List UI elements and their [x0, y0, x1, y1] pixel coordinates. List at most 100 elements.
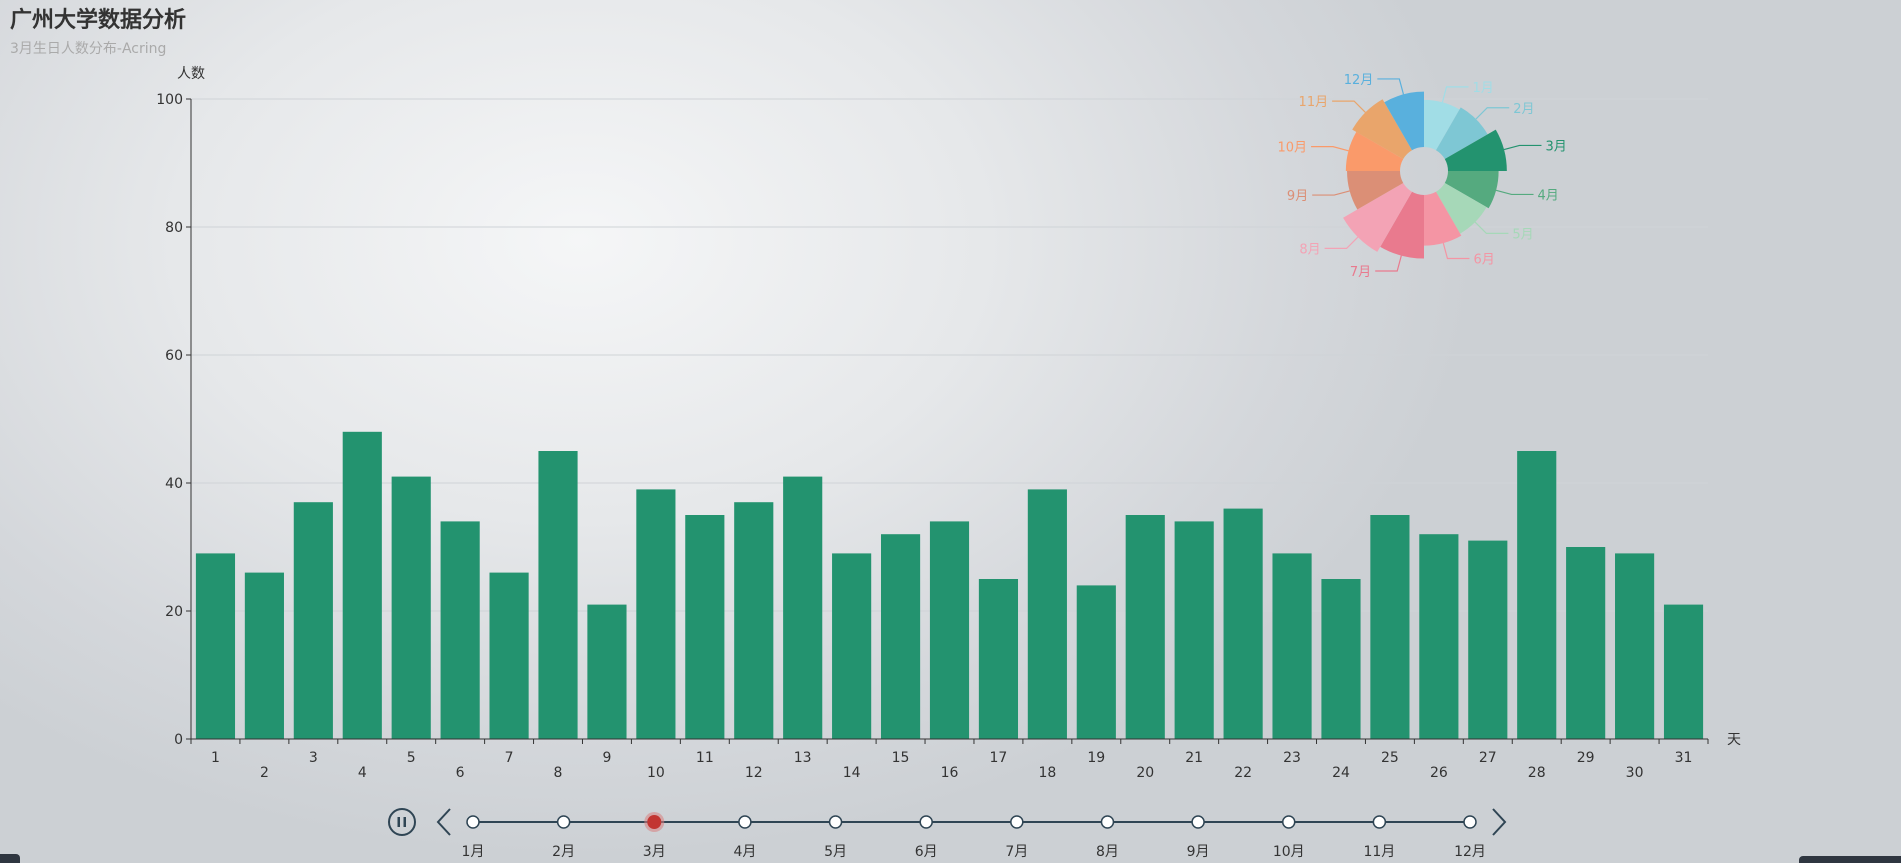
rose-slice[interactable] [1424, 191, 1462, 246]
bar[interactable] [587, 604, 627, 739]
timeline-node[interactable] [1010, 815, 1024, 829]
bar[interactable] [1272, 553, 1312, 739]
bar[interactable] [391, 476, 431, 739]
chevron-left-icon[interactable] [436, 808, 451, 836]
bar[interactable] [1223, 508, 1263, 739]
chart-subtitle: 3月生日人数分布-Acring [10, 41, 167, 57]
timeline-node[interactable] [466, 815, 480, 829]
timeline-label: 1月 [462, 844, 485, 860]
timeline-node[interactable] [1281, 815, 1296, 829]
bar[interactable] [244, 572, 284, 739]
bar[interactable] [342, 431, 382, 739]
timeline-node-active[interactable] [647, 815, 662, 829]
bar[interactable] [1076, 585, 1116, 739]
x-tick-label: 14 [843, 765, 861, 781]
timeline-label: 8月 [1096, 844, 1119, 860]
x-tick-label: 20 [1136, 765, 1154, 781]
bar[interactable] [1566, 547, 1606, 739]
x-tick-label: 29 [1577, 750, 1595, 766]
timeline-label: 3月 [643, 844, 666, 860]
bar[interactable] [1321, 579, 1361, 739]
x-tick-label: 9 [602, 750, 611, 766]
bar[interactable] [1615, 553, 1655, 739]
bar[interactable] [880, 534, 921, 739]
timeline-label: 12月 [1454, 844, 1486, 860]
x-tick-label: 28 [1528, 765, 1546, 781]
rose-slice[interactable] [1345, 131, 1404, 171]
bar[interactable] [538, 451, 578, 739]
bar[interactable] [1468, 540, 1508, 739]
bar[interactable] [783, 476, 823, 739]
rose-slice[interactable] [1424, 99, 1460, 151]
bar[interactable] [1125, 515, 1165, 739]
x-tick-label: 4 [358, 765, 367, 781]
rose-slice[interactable] [1436, 183, 1487, 234]
y-tick-label: 60 [165, 348, 183, 364]
rose-label-line [1375, 255, 1402, 272]
bar[interactable] [832, 553, 872, 739]
rose-label: 12月 [1344, 73, 1374, 88]
bar[interactable] [489, 572, 529, 739]
bar[interactable] [440, 521, 480, 739]
timeline-node[interactable] [1191, 815, 1205, 829]
x-tick-label: 21 [1185, 750, 1203, 766]
y-tick-label: 80 [165, 220, 183, 236]
rose-label: 2月 [1513, 102, 1534, 117]
bar-series [195, 431, 1704, 739]
timeline-node[interactable] [919, 815, 933, 829]
bar[interactable] [1517, 451, 1557, 739]
x-tick-label: 25 [1381, 750, 1399, 766]
timeline-node[interactable] [556, 815, 571, 829]
rose-label: 10月 [1278, 141, 1308, 156]
timeline-node[interactable] [828, 815, 843, 829]
rose-slice[interactable] [1380, 191, 1424, 259]
rose-label: 6月 [1473, 253, 1494, 268]
bar[interactable] [195, 553, 236, 739]
x-tick-label: 1 [211, 750, 220, 766]
bar[interactable] [1174, 521, 1214, 739]
bar[interactable] [636, 489, 676, 739]
rose-slice[interactable] [1384, 91, 1424, 151]
rose-slice[interactable] [1352, 99, 1412, 159]
rose-label: 9月 [1287, 189, 1308, 204]
x-tick-label: 5 [407, 750, 416, 766]
timeline-node[interactable] [1372, 815, 1387, 829]
timeline-node[interactable] [1100, 815, 1115, 829]
rose-slice[interactable] [1444, 171, 1499, 209]
timeline-label: 4月 [733, 844, 756, 860]
timeline-label: 2月 [552, 844, 575, 860]
timeline-node[interactable] [1463, 815, 1477, 829]
timeline: 1月 2月 3月 4月 5月 6月 7月 8月 9月 10月 11月 12月 [388, 808, 1507, 860]
timeline-label: 7月 [1005, 844, 1028, 860]
chevron-right-icon[interactable] [1492, 808, 1507, 836]
bar[interactable] [978, 579, 1019, 739]
x-tick-label: 13 [794, 750, 812, 766]
rose-slice[interactable] [1343, 183, 1412, 252]
rose-label-line [1324, 236, 1359, 249]
bar[interactable] [1027, 489, 1067, 739]
x-tick-label: 11 [696, 750, 714, 766]
bar[interactable] [685, 515, 725, 739]
x-tick-label: 26 [1430, 765, 1448, 781]
rose-slice[interactable] [1347, 171, 1404, 210]
rose-slice[interactable] [1444, 129, 1507, 171]
bar[interactable] [734, 502, 774, 739]
bar[interactable] [1419, 534, 1459, 739]
timeline-node[interactable] [738, 815, 752, 829]
pause-bar [397, 817, 400, 827]
rose-slice[interactable] [1436, 107, 1488, 159]
pause-bar [403, 817, 406, 827]
pause-button[interactable] [388, 808, 416, 836]
x-tick-label: 8 [554, 765, 563, 781]
x-axis-title: 天 [1727, 732, 1741, 748]
bar[interactable] [1370, 515, 1410, 739]
timeline-label: 9月 [1187, 844, 1210, 860]
x-tick-label: 12 [745, 765, 763, 781]
bar[interactable] [929, 521, 970, 739]
bar[interactable] [293, 502, 333, 739]
rose-label: 4月 [1538, 188, 1559, 203]
bar[interactable] [1663, 604, 1704, 739]
corner-decoration-right [1799, 856, 1901, 863]
y-tick-label: 100 [156, 92, 183, 108]
